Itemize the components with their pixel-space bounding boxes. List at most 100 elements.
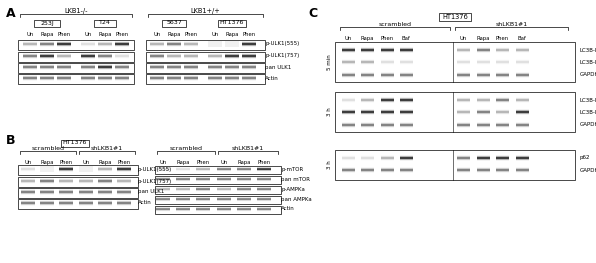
Text: Un: Un bbox=[159, 160, 167, 165]
Bar bbox=[18, 63, 134, 73]
Text: LC3B-I: LC3B-I bbox=[580, 48, 596, 53]
Text: Actin: Actin bbox=[265, 75, 279, 80]
Text: LC3B-I: LC3B-I bbox=[580, 98, 596, 103]
Text: LC3B-II: LC3B-II bbox=[580, 59, 596, 64]
Text: Phen: Phen bbox=[243, 32, 256, 37]
Text: GAPDH: GAPDH bbox=[580, 123, 596, 128]
Bar bbox=[146, 52, 265, 62]
Bar bbox=[40, 166, 54, 172]
Text: GAPDH: GAPDH bbox=[580, 73, 596, 78]
Bar bbox=[18, 52, 134, 62]
Bar bbox=[155, 166, 281, 174]
Text: 253J: 253J bbox=[40, 21, 54, 26]
Bar bbox=[155, 196, 281, 204]
Text: Actin: Actin bbox=[281, 206, 295, 211]
Text: GAPDH: GAPDH bbox=[580, 168, 596, 173]
Bar bbox=[18, 74, 134, 84]
Bar bbox=[218, 19, 246, 27]
Bar bbox=[155, 186, 281, 194]
Text: 3 h: 3 h bbox=[327, 161, 332, 169]
Text: pan AMPKa: pan AMPKa bbox=[281, 196, 312, 201]
Text: pan mTOR: pan mTOR bbox=[281, 176, 310, 181]
Text: HT1376: HT1376 bbox=[220, 21, 244, 26]
Text: Baf: Baf bbox=[402, 36, 411, 41]
Bar bbox=[18, 40, 134, 50]
Text: Rapa: Rapa bbox=[41, 160, 54, 165]
Bar bbox=[146, 40, 265, 50]
Text: shLKB1#1: shLKB1#1 bbox=[495, 22, 527, 27]
Text: Rapa: Rapa bbox=[237, 160, 251, 165]
Bar bbox=[208, 41, 222, 47]
Text: Un: Un bbox=[221, 160, 228, 165]
Text: HT1376: HT1376 bbox=[63, 140, 87, 145]
Text: scrambled: scrambled bbox=[378, 22, 411, 27]
Text: Un: Un bbox=[153, 32, 161, 37]
Text: Phen: Phen bbox=[197, 160, 210, 165]
Text: 5 min: 5 min bbox=[327, 54, 332, 70]
Text: Phen: Phen bbox=[257, 160, 271, 165]
Text: scrambled: scrambled bbox=[169, 145, 203, 150]
Bar bbox=[225, 41, 239, 47]
Text: p-ULK1(555): p-ULK1(555) bbox=[265, 42, 299, 47]
Text: Un: Un bbox=[85, 32, 92, 37]
Text: p-ULK1(757): p-ULK1(757) bbox=[265, 53, 299, 58]
Bar bbox=[335, 42, 575, 82]
Bar bbox=[162, 19, 186, 27]
Text: Un: Un bbox=[26, 32, 33, 37]
Text: scrambled: scrambled bbox=[32, 145, 64, 150]
Text: LKB1+/+: LKB1+/+ bbox=[191, 8, 221, 13]
Text: Phen: Phen bbox=[116, 32, 129, 37]
Text: Un: Un bbox=[82, 160, 89, 165]
Text: Rapa: Rapa bbox=[98, 160, 111, 165]
Bar bbox=[18, 177, 138, 187]
Text: LC3B-II: LC3B-II bbox=[580, 109, 596, 114]
Text: T24: T24 bbox=[99, 21, 111, 26]
Text: Rapa: Rapa bbox=[98, 32, 111, 37]
Text: 5637: 5637 bbox=[166, 21, 182, 26]
Bar bbox=[18, 188, 138, 198]
Bar bbox=[61, 139, 89, 146]
Text: p-mTOR: p-mTOR bbox=[281, 166, 303, 171]
Text: p-ULK1(555): p-ULK1(555) bbox=[138, 166, 172, 171]
Bar bbox=[155, 206, 281, 214]
Text: p62: p62 bbox=[580, 155, 591, 160]
Text: Rapa: Rapa bbox=[361, 36, 374, 41]
Text: Un: Un bbox=[212, 32, 219, 37]
Text: shLKB1#1: shLKB1#1 bbox=[91, 145, 123, 150]
Text: shLKB1#1: shLKB1#1 bbox=[232, 145, 264, 150]
Bar bbox=[18, 165, 138, 175]
Text: Phen: Phen bbox=[60, 160, 73, 165]
Bar bbox=[439, 13, 471, 21]
Text: Rapa: Rapa bbox=[176, 160, 190, 165]
Text: p-AMPKa: p-AMPKa bbox=[281, 186, 305, 191]
Text: Un: Un bbox=[344, 36, 352, 41]
Text: Phen: Phen bbox=[380, 36, 393, 41]
Text: Actin: Actin bbox=[138, 200, 152, 205]
Bar bbox=[146, 74, 265, 84]
Text: B: B bbox=[6, 134, 15, 147]
Text: pan ULK1: pan ULK1 bbox=[265, 64, 291, 69]
Text: Un: Un bbox=[24, 160, 32, 165]
Bar bbox=[335, 92, 575, 132]
Text: pan ULK1: pan ULK1 bbox=[138, 190, 164, 195]
Text: A: A bbox=[6, 7, 15, 20]
Text: Rapa: Rapa bbox=[41, 32, 54, 37]
Bar bbox=[79, 166, 93, 172]
Text: LKB1-/-: LKB1-/- bbox=[64, 8, 88, 13]
Text: HT1376: HT1376 bbox=[442, 14, 468, 20]
Text: 3 h: 3 h bbox=[327, 108, 332, 116]
Bar bbox=[18, 199, 138, 209]
Bar bbox=[94, 19, 116, 27]
Bar bbox=[34, 19, 60, 27]
Text: Rapa: Rapa bbox=[167, 32, 181, 37]
Bar bbox=[146, 63, 265, 73]
Text: Baf: Baf bbox=[517, 36, 526, 41]
Text: Phen: Phen bbox=[117, 160, 131, 165]
Text: Phen: Phen bbox=[184, 32, 197, 37]
Text: Rapa: Rapa bbox=[225, 32, 238, 37]
Text: Rapa: Rapa bbox=[476, 36, 490, 41]
Bar bbox=[155, 176, 281, 184]
Bar bbox=[335, 150, 575, 180]
Text: Un: Un bbox=[460, 36, 467, 41]
Text: C: C bbox=[308, 7, 317, 20]
